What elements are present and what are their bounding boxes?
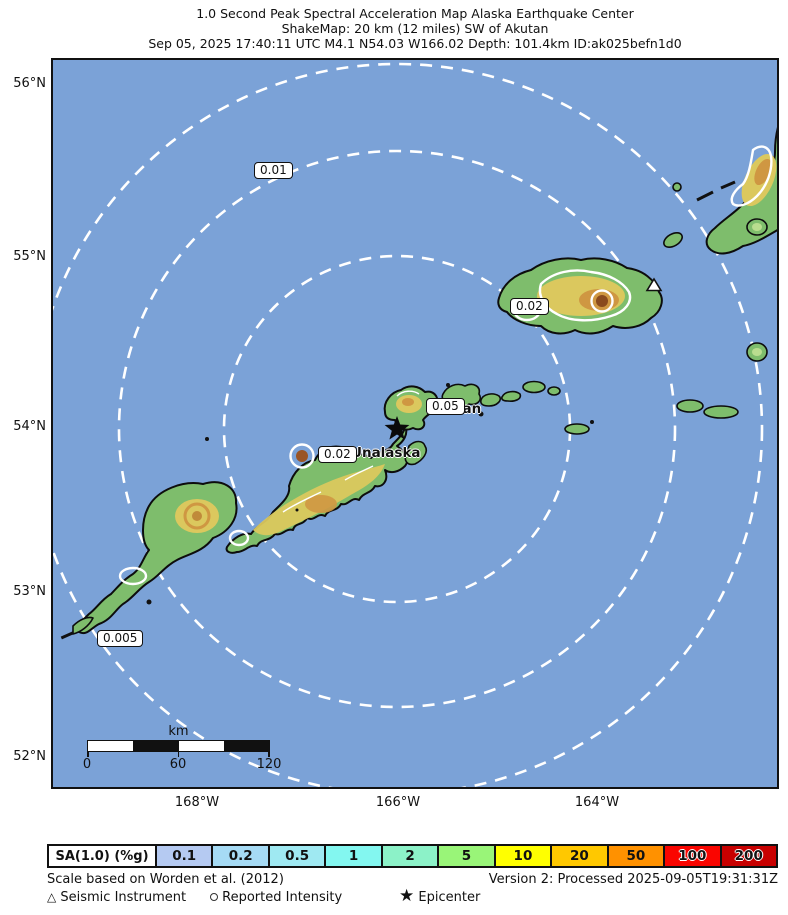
legend-cell-0.5: 0.5 [269,846,327,866]
scale-tick-60: 60 [169,757,187,772]
seismic-instrument-label: Seismic Instrument [60,890,187,905]
contour-label-0.005: 0.005 [97,630,144,647]
scale-basis-text: Scale based on Worden et al. (2012) [47,872,284,887]
legend-cell-5: 5 [439,846,496,866]
legend-cell-200: 200 [721,846,776,866]
legend-cell-2: 2 [382,846,440,866]
scale-bar-segments [87,740,270,752]
contour-label-0.05: 0.05 [426,398,465,415]
lon-label-164w: 164°W [574,795,620,810]
reported-intensity-label: Reported Intensity [222,890,343,905]
title-line-3: Sep 05, 2025 17:40:11 UTC M4.1 N54.03 W1… [148,36,682,51]
legend-value: 50 [626,848,646,864]
place-label-unalaska: Unalaska [351,445,421,461]
legend-cell-1: 1 [326,846,383,866]
legend-cell-20: 20 [552,846,609,866]
legend-value: 0.5 [285,848,310,864]
legend-value: 1 [348,848,359,864]
contour-label-0.02-ne: 0.02 [510,298,549,315]
legend-value: 20 [570,848,589,864]
sa-legend-bar: SA(1.0) (%g) 0.1 0.2 0.5 1 2 5 10 20 50 … [47,844,778,868]
map-title: 1.0 Second Peak Spectral Acceleration Ma… [51,6,779,51]
contour-label-0.02-unalaska: 0.02 [318,446,357,463]
legend-value: 5 [461,848,472,864]
legend-cell-0.1: 0.1 [157,846,214,866]
reported-intensity-icon [210,893,218,901]
legend-value: 100 [678,848,707,864]
seismic-triangle-icon: △ [47,890,57,904]
legend-cell-10: 10 [495,846,553,866]
symbol-key-epicenter: ★ Epicenter [399,886,481,906]
lat-label-54n: 54°N [13,419,46,434]
contour-label-0.01: 0.01 [254,162,293,179]
symbol-key-seismic: △ Seismic Instrument [47,890,186,905]
epicenter-star [384,416,410,440]
seismic-station-triangle [645,277,663,292]
legend-value: 10 [513,848,533,864]
lat-label-53n: 53°N [13,584,46,599]
lon-label-166w: 166°W [375,795,421,810]
legend-value: 0.1 [172,848,197,864]
legend-cell-100: 100 [665,846,722,866]
legend-title: SA(1.0) (%g) [49,846,157,866]
legend-value: 2 [405,848,415,864]
scale-bar-unit: km [168,724,189,739]
legend-cell-0.2: 0.2 [213,846,270,866]
legend-cell-50: 50 [608,846,666,866]
legend-value: 0.2 [228,848,253,864]
epicenter-star-icon: ★ [399,886,415,906]
scale-tick-120: 120 [256,757,282,772]
lat-label-52n: 52°N [13,749,46,764]
map-graphics [53,62,777,787]
islands [60,127,777,640]
lat-label-56n: 56°N [13,76,46,91]
epicenter-label: Epicenter [418,890,481,905]
version-text: Version 2: Processed 2025-09-05T19:31:31… [488,872,778,887]
shakemap-canvas: Akutan Unalaska 0.01 0.02 0.05 0.02 0.00… [51,58,779,789]
symbol-key-reported: Reported Intensity [210,890,342,905]
title-line-2: ShakeMap: 20 km (12 miles) SW of Akutan [281,21,549,36]
legend-value: 200 [734,848,763,864]
lon-label-168w: 168°W [174,795,220,810]
scale-tick-0: 0 [82,757,92,772]
title-line-1: 1.0 Second Peak Spectral Acceleration Ma… [196,6,634,21]
lat-label-55n: 55°N [13,249,46,264]
